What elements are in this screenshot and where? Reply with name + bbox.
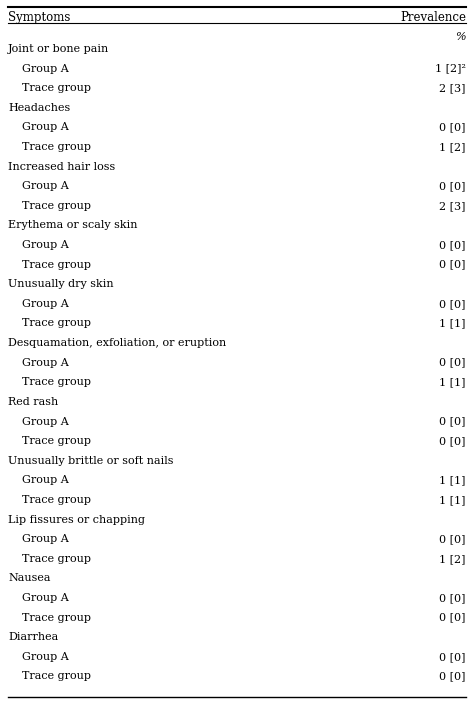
Text: 0 [0]: 0 [0] xyxy=(439,652,466,662)
Text: 0 [0]: 0 [0] xyxy=(439,260,466,270)
Text: Trace group: Trace group xyxy=(8,142,91,152)
Text: Joint or bone pain: Joint or bone pain xyxy=(8,44,109,54)
Text: Lip fissures or chapping: Lip fissures or chapping xyxy=(8,515,145,524)
Text: 2 [3]: 2 [3] xyxy=(439,201,466,211)
Text: 0 [0]: 0 [0] xyxy=(439,534,466,544)
Text: %: % xyxy=(456,32,466,42)
Text: Trace group: Trace group xyxy=(8,554,91,564)
Text: Group A: Group A xyxy=(8,122,69,132)
Text: Trace group: Trace group xyxy=(8,436,91,446)
Text: 0 [0]: 0 [0] xyxy=(439,181,466,191)
Text: Group A: Group A xyxy=(8,534,69,544)
Text: 0 [0]: 0 [0] xyxy=(439,672,466,681)
Text: 0 [0]: 0 [0] xyxy=(439,240,466,250)
Text: 0 [0]: 0 [0] xyxy=(439,593,466,603)
Text: Group A: Group A xyxy=(8,63,69,74)
Text: Increased hair loss: Increased hair loss xyxy=(8,162,115,172)
Text: Diarrhea: Diarrhea xyxy=(8,632,58,642)
Text: Red rash: Red rash xyxy=(8,397,58,407)
Text: Headaches: Headaches xyxy=(8,103,70,113)
Text: 1 [1]: 1 [1] xyxy=(439,377,466,387)
Text: Trace group: Trace group xyxy=(8,260,91,270)
Text: 1 [1]: 1 [1] xyxy=(439,318,466,329)
Text: Trace group: Trace group xyxy=(8,201,91,211)
Text: Group A: Group A xyxy=(8,652,69,662)
Text: Group A: Group A xyxy=(8,299,69,309)
Text: Group A: Group A xyxy=(8,358,69,367)
Text: 0 [0]: 0 [0] xyxy=(439,299,466,309)
Text: Group A: Group A xyxy=(8,240,69,250)
Text: 1 [1]: 1 [1] xyxy=(439,495,466,505)
Text: Trace group: Trace group xyxy=(8,495,91,505)
Text: Desquamation, exfoliation, or eruption: Desquamation, exfoliation, or eruption xyxy=(8,338,226,348)
Text: 0 [0]: 0 [0] xyxy=(439,358,466,367)
Text: Group A: Group A xyxy=(8,593,69,603)
Text: 0 [0]: 0 [0] xyxy=(439,417,466,427)
Text: Group A: Group A xyxy=(8,181,69,191)
Text: Trace group: Trace group xyxy=(8,377,91,387)
Text: Group A: Group A xyxy=(8,475,69,485)
Text: Prevalence: Prevalence xyxy=(400,11,466,24)
Text: 0 [0]: 0 [0] xyxy=(439,436,466,446)
Text: 1 [1]: 1 [1] xyxy=(439,475,466,485)
Text: Symptoms: Symptoms xyxy=(8,11,70,24)
Text: Nausea: Nausea xyxy=(8,573,51,584)
Text: 0 [0]: 0 [0] xyxy=(439,122,466,132)
Text: Group A: Group A xyxy=(8,417,69,427)
Text: Trace group: Trace group xyxy=(8,672,91,681)
Text: Trace group: Trace group xyxy=(8,83,91,93)
Text: Trace group: Trace group xyxy=(8,318,91,329)
Text: 2 [3]: 2 [3] xyxy=(439,83,466,93)
Text: 1 [2]²: 1 [2]² xyxy=(435,63,466,74)
Text: Trace group: Trace group xyxy=(8,612,91,622)
Text: 0 [0]: 0 [0] xyxy=(439,612,466,622)
Text: 1 [2]: 1 [2] xyxy=(439,554,466,564)
Text: Unusually brittle or soft nails: Unusually brittle or soft nails xyxy=(8,455,173,466)
Text: Unusually dry skin: Unusually dry skin xyxy=(8,279,114,289)
Text: 1 [2]: 1 [2] xyxy=(439,142,466,152)
Text: Erythema or scaly skin: Erythema or scaly skin xyxy=(8,220,137,230)
